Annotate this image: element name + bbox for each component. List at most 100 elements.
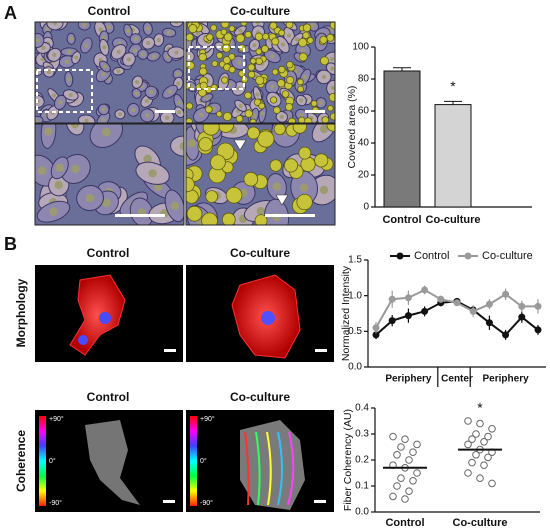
column-label: Control [88, 4, 131, 18]
nucleus [145, 26, 150, 31]
yeast [327, 105, 334, 112]
nucleus [101, 117, 106, 122]
cell-orientation [85, 420, 140, 505]
x-tick-label: Control [385, 517, 424, 529]
yeast [278, 29, 286, 37]
yeast [244, 30, 252, 39]
point [389, 432, 397, 441]
y-tick-label: 80 [358, 74, 370, 85]
point [480, 461, 488, 470]
yeast [292, 124, 307, 134]
nucleus [35, 38, 40, 43]
image [186, 265, 334, 362]
colorbar-label: +90° [49, 415, 64, 423]
nucleus [84, 43, 89, 48]
yeast [319, 56, 329, 66]
nucleus [256, 206, 265, 216]
nucleus [199, 112, 204, 118]
nucleus [117, 112, 123, 117]
nucleus [261, 311, 275, 325]
legend-label: Co-culture [482, 250, 533, 262]
point [480, 438, 488, 446]
point [476, 474, 484, 483]
fiber [255, 431, 261, 506]
nucleus [176, 81, 181, 86]
row-label: Morphology [14, 278, 28, 347]
nucleus [330, 66, 335, 71]
yeast [286, 61, 294, 69]
nucleus [144, 98, 149, 104]
yeast [202, 124, 220, 136]
yeast [277, 79, 286, 88]
nucleus [84, 118, 89, 123]
point [413, 440, 421, 449]
yeast [262, 33, 270, 41]
nucleus [74, 55, 79, 60]
y-tick-label: 1.0 [348, 290, 362, 301]
x-tick-label: Control [382, 214, 421, 226]
x-region-label: Periphery [385, 374, 432, 385]
yeast [271, 37, 280, 46]
yeast [329, 112, 335, 121]
charts: 0 20 40 60 80 100 Covered area (%) Control Co-cu… [340, 42, 546, 529]
yeast [244, 91, 252, 100]
nucleus [330, 85, 335, 90]
yeast [220, 22, 230, 29]
nucleus [106, 25, 111, 30]
yeast [235, 33, 245, 43]
fiber [244, 431, 250, 506]
nucleus [175, 71, 181, 77]
nucleus [151, 54, 156, 59]
scale-bar [164, 349, 176, 352]
scale-bar [155, 110, 175, 113]
nucleus [145, 113, 150, 118]
point [404, 312, 412, 320]
point [534, 326, 542, 334]
nucleus [82, 22, 87, 27]
yeast [329, 22, 335, 30]
scale-bar [115, 214, 165, 217]
point [502, 290, 510, 298]
column-label: Control [87, 390, 130, 404]
point [502, 331, 510, 339]
point [409, 477, 417, 485]
yeast [326, 124, 335, 132]
yeast [186, 102, 194, 110]
nucleus [238, 103, 243, 108]
y-axis-label: Normalized Intensity [340, 265, 352, 361]
fiber [287, 431, 295, 506]
nucleus [68, 92, 73, 98]
nucleus [101, 107, 106, 112]
point [476, 419, 484, 428]
nucleus [238, 28, 243, 33]
y-tick-label: 0.0 [348, 362, 362, 373]
yeast [283, 158, 299, 173]
fiber [277, 431, 283, 506]
image: +90° 0° -90° [186, 410, 334, 512]
colorbar-label: -90° [200, 499, 213, 507]
nucleus [148, 169, 157, 178]
yeast [210, 24, 218, 32]
nucleus [58, 100, 63, 105]
nucleus [303, 75, 308, 80]
image-border [185, 123, 336, 226]
nucleus [174, 22, 179, 25]
yeast [225, 186, 243, 204]
nucleus [52, 52, 57, 57]
nucleus [99, 312, 111, 324]
column-label: Co-culture [230, 4, 290, 18]
point [464, 417, 472, 425]
yeast [286, 76, 295, 85]
y-tick-label: 0.0 [355, 507, 369, 518]
yeast [258, 102, 266, 110]
y-tick-label: 0.1 [355, 481, 369, 492]
nucleus [280, 42, 285, 47]
yeast [302, 23, 312, 32]
nucleus [131, 107, 136, 112]
nucleus [44, 127, 53, 136]
y-tick-label: 0.3 [355, 429, 369, 440]
y-axis-label: Covered area (%) [346, 86, 358, 169]
yeast [188, 24, 198, 34]
point [468, 435, 476, 444]
legend-marker [464, 252, 472, 260]
